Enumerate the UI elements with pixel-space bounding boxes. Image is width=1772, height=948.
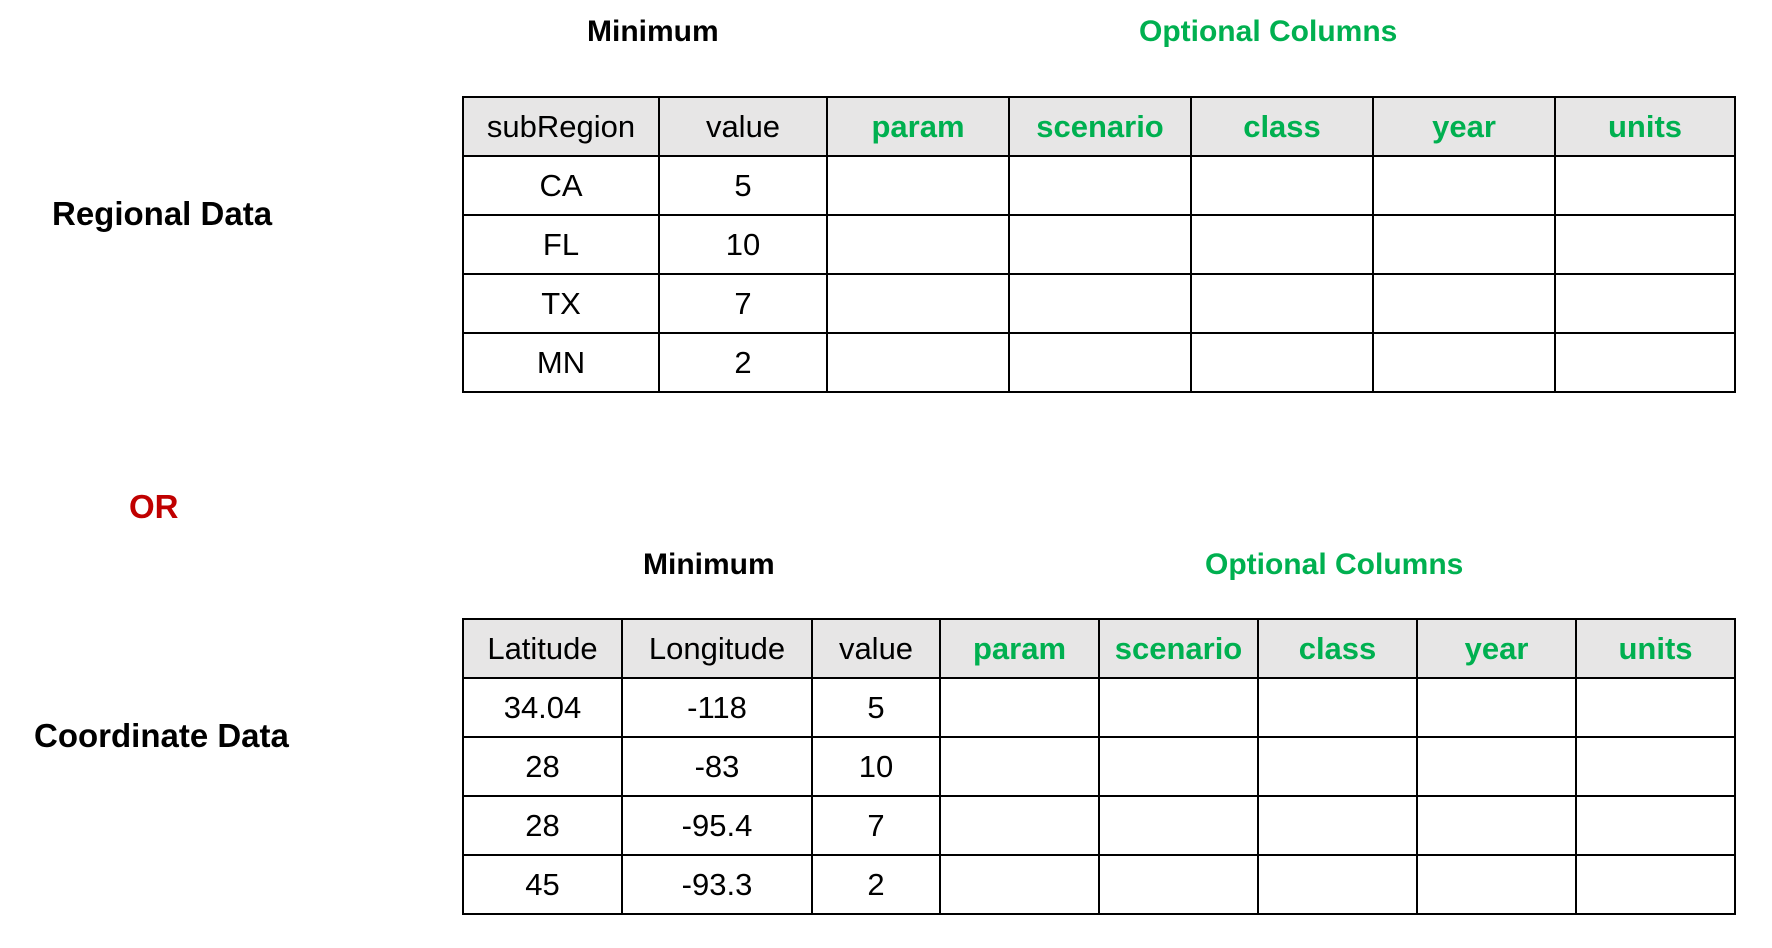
- column-header-class: class: [1257, 618, 1418, 679]
- column-header-class: class: [1190, 96, 1374, 157]
- empty-cell: [1372, 214, 1556, 275]
- empty-cell: [826, 332, 1010, 393]
- empty-cell: [1372, 273, 1556, 334]
- empty-cell: [1008, 155, 1192, 216]
- table-row: CA 5: [462, 155, 1736, 216]
- table-cell: 10: [658, 214, 828, 275]
- column-header-longitude: Longitude: [621, 618, 813, 679]
- empty-cell: [939, 854, 1100, 915]
- table-cell: 34.04: [462, 677, 623, 738]
- regional-data-label: Regional Data: [52, 195, 273, 232]
- table-row: 45 -93.3 2: [462, 854, 1736, 915]
- empty-cell: [1554, 273, 1736, 334]
- empty-cell: [1372, 332, 1556, 393]
- empty-cell: [1098, 795, 1259, 856]
- empty-cell: [1257, 736, 1418, 797]
- or-separator-label: OR: [129, 488, 179, 525]
- table-cell: -118: [621, 677, 813, 738]
- empty-cell: [1098, 677, 1259, 738]
- empty-cell: [1554, 332, 1736, 393]
- column-header-units: units: [1554, 96, 1736, 157]
- table-cell: -95.4: [621, 795, 813, 856]
- table-cell: 2: [811, 854, 941, 915]
- empty-cell: [1008, 332, 1192, 393]
- empty-cell: [1098, 736, 1259, 797]
- empty-cell: [939, 677, 1100, 738]
- column-header-year: year: [1372, 96, 1556, 157]
- table-row: 28 -95.4 7: [462, 795, 1736, 856]
- table-header-row: subRegion value param scenario class yea…: [462, 96, 1736, 157]
- empty-cell: [1257, 795, 1418, 856]
- empty-cell: [939, 795, 1100, 856]
- table-cell: 2: [658, 332, 828, 393]
- table-cell: 10: [811, 736, 941, 797]
- table-header-row: Latitude Longitude value param scenario …: [462, 618, 1736, 679]
- table-cell: TX: [462, 273, 660, 334]
- empty-cell: [1554, 214, 1736, 275]
- column-header-value: value: [658, 96, 828, 157]
- column-header-scenario: scenario: [1008, 96, 1192, 157]
- empty-cell: [1257, 854, 1418, 915]
- table-row: TX 7: [462, 273, 1736, 334]
- regional-optional-columns-label: Optional Columns: [1139, 15, 1398, 48]
- empty-cell: [1575, 854, 1736, 915]
- column-header-subregion: subRegion: [462, 96, 660, 157]
- table-cell: 5: [811, 677, 941, 738]
- column-header-param: param: [826, 96, 1010, 157]
- empty-cell: [1575, 677, 1736, 738]
- empty-cell: [826, 214, 1010, 275]
- table-cell: -93.3: [621, 854, 813, 915]
- table-row: 28 -83 10: [462, 736, 1736, 797]
- empty-cell: [826, 155, 1010, 216]
- regional-minimum-label: Minimum: [587, 15, 719, 48]
- table-cell: MN: [462, 332, 660, 393]
- column-header-year: year: [1416, 618, 1577, 679]
- empty-cell: [1190, 155, 1374, 216]
- empty-cell: [1372, 155, 1556, 216]
- column-header-latitude: Latitude: [462, 618, 623, 679]
- empty-cell: [1416, 736, 1577, 797]
- empty-cell: [1416, 854, 1577, 915]
- table-cell: CA: [462, 155, 660, 216]
- table-row: MN 2: [462, 332, 1736, 393]
- table-row: 34.04 -118 5: [462, 677, 1736, 738]
- table-cell: 28: [462, 736, 623, 797]
- empty-cell: [1190, 273, 1374, 334]
- table-cell: 45: [462, 854, 623, 915]
- column-header-units: units: [1575, 618, 1736, 679]
- coordinate-minimum-label: Minimum: [643, 548, 775, 581]
- coordinate-data-table: Latitude Longitude value param scenario …: [462, 618, 1736, 915]
- empty-cell: [1190, 332, 1374, 393]
- column-header-scenario: scenario: [1098, 618, 1259, 679]
- column-header-value: value: [811, 618, 941, 679]
- empty-cell: [1008, 273, 1192, 334]
- table-cell: FL: [462, 214, 660, 275]
- empty-cell: [1575, 736, 1736, 797]
- empty-cell: [826, 273, 1010, 334]
- coordinate-data-label: Coordinate Data: [34, 717, 289, 754]
- empty-cell: [1008, 214, 1192, 275]
- regional-data-table: subRegion value param scenario class yea…: [462, 96, 1736, 393]
- empty-cell: [1190, 214, 1374, 275]
- table-cell: 7: [811, 795, 941, 856]
- coordinate-optional-columns-label: Optional Columns: [1205, 548, 1464, 581]
- empty-cell: [1554, 155, 1736, 216]
- table-cell: 5: [658, 155, 828, 216]
- table-row: FL 10: [462, 214, 1736, 275]
- column-header-param: param: [939, 618, 1100, 679]
- table-cell: 28: [462, 795, 623, 856]
- empty-cell: [1257, 677, 1418, 738]
- empty-cell: [1416, 795, 1577, 856]
- empty-cell: [1098, 854, 1259, 915]
- empty-cell: [1575, 795, 1736, 856]
- table-cell: -83: [621, 736, 813, 797]
- empty-cell: [939, 736, 1100, 797]
- empty-cell: [1416, 677, 1577, 738]
- table-cell: 7: [658, 273, 828, 334]
